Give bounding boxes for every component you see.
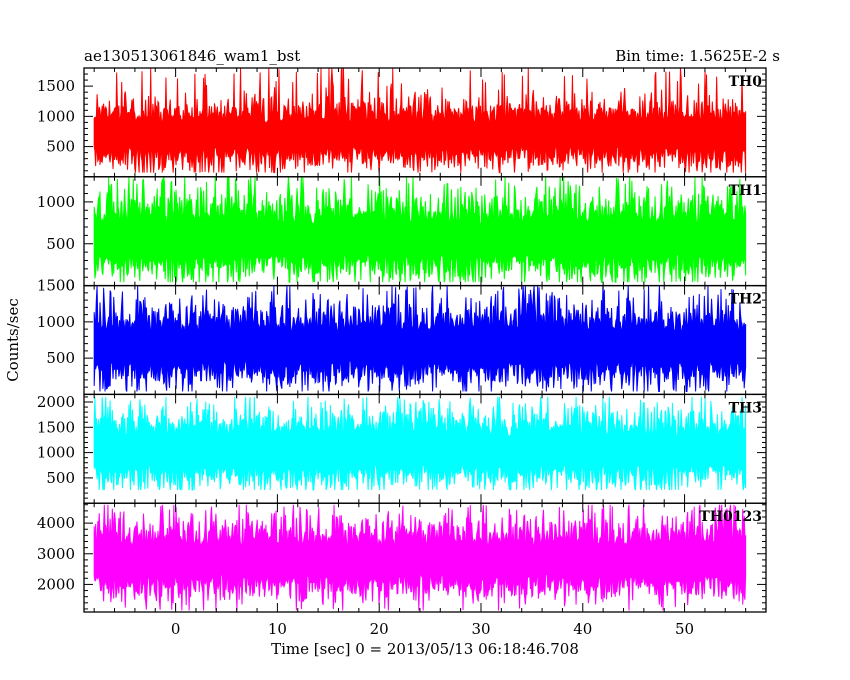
panel-frame (83, 502, 767, 613)
y-tick-label: 500 (46, 138, 75, 156)
chart-title-left: ae130513061846_wam1_bst (84, 47, 300, 65)
y-tick-label: 500 (46, 235, 75, 253)
y-tick-label: 500 (46, 349, 75, 367)
panel-th0: 500 1000 1500 TH0 (37, 67, 767, 178)
y-tick-label: 1000 (37, 107, 75, 125)
panel-label: TH1 (729, 183, 762, 199)
panel-label: TH0 (729, 74, 763, 90)
x-tick-label: 10 (268, 620, 287, 638)
y-tick-label: 500 (46, 469, 75, 487)
y-tick-label: 1500 (37, 77, 75, 95)
y-tick-label: 2000 (37, 575, 75, 593)
x-tick-label: 50 (675, 620, 694, 638)
panel-label: TH3 (729, 400, 762, 416)
y-tick-label: 0 (65, 277, 75, 295)
y-tick-label: 4000 (37, 514, 75, 532)
panel-th3: 500 1000 1500 2000 TH3 (37, 393, 767, 504)
series-th3 (93, 396, 747, 491)
y-tick-label: 1000 (37, 444, 75, 462)
series-th1 (93, 176, 747, 283)
panel-th2: 500 1000 1500 TH2 (37, 277, 767, 396)
x-tick-label: 0 (171, 620, 181, 638)
panel-th1: 0 500 1000 TH1 (37, 176, 767, 295)
chart-title-right: Bin time: 1.5625E-2 s (615, 47, 780, 65)
y-axis-label: Counts/sec (4, 298, 22, 382)
y-tick-label: 2000 (37, 393, 75, 411)
panel-label: TH2 (729, 292, 762, 308)
y-tick-label: 1000 (37, 193, 75, 211)
y-tick-label: 3000 (37, 545, 75, 563)
x-axis-label: Time [sec] 0 = 2013/05/13 06:18:46.708 (271, 640, 579, 658)
series-th0123 (93, 504, 747, 611)
panel-th0123: 2000 3000 4000 TH0123 (37, 502, 767, 613)
x-tick-label: 40 (573, 620, 592, 638)
y-tick-label: 1500 (37, 418, 75, 436)
panel-label: TH0123 (699, 509, 762, 525)
series-th0 (93, 68, 747, 174)
x-tick-label: 20 (370, 620, 389, 638)
y-tick-label: 1500 (37, 277, 75, 295)
y-tick-label: 1000 (37, 313, 75, 331)
series-th2 (93, 285, 747, 392)
x-tick-label: 30 (471, 620, 490, 638)
